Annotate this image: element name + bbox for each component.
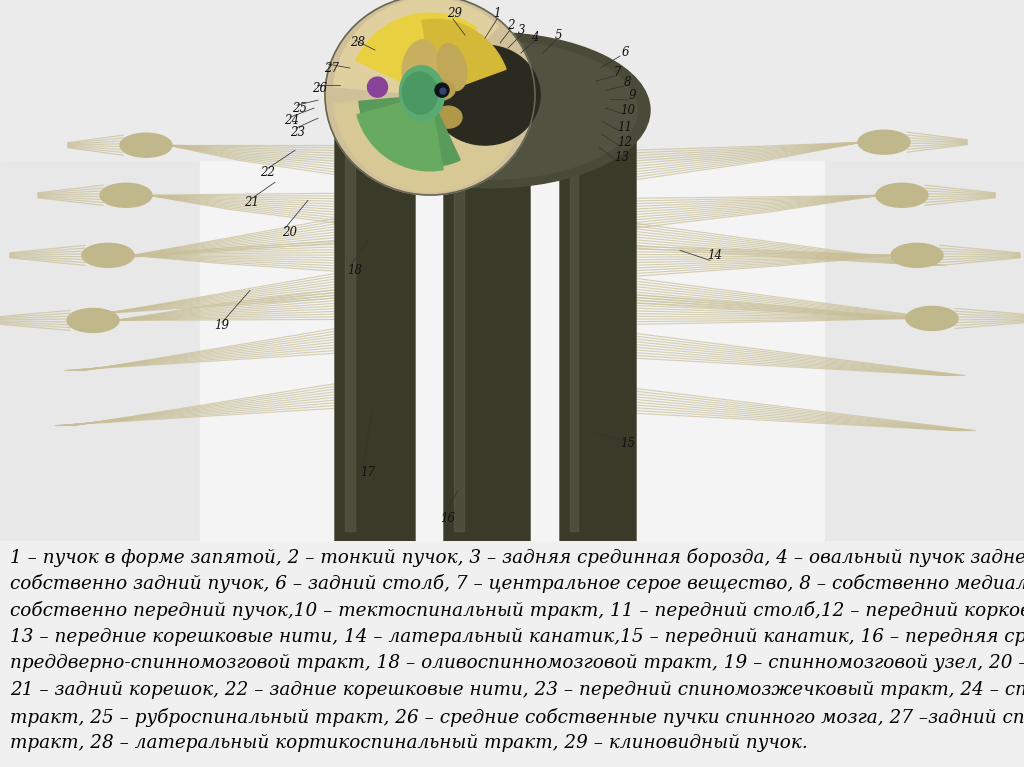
Text: 25: 25 xyxy=(293,102,307,114)
FancyBboxPatch shape xyxy=(444,96,530,545)
Text: 19: 19 xyxy=(214,319,229,332)
Text: 1 – пучок в форме запятой, 2 – тонкий пучок, 3 – задняя срединная борозда, 4 – о: 1 – пучок в форме запятой, 2 – тонкий пу… xyxy=(10,548,1024,567)
Text: 23: 23 xyxy=(291,126,305,139)
Text: 18: 18 xyxy=(347,264,362,277)
Ellipse shape xyxy=(891,243,943,268)
FancyBboxPatch shape xyxy=(560,116,636,545)
Text: 3: 3 xyxy=(518,24,525,37)
Text: 2: 2 xyxy=(507,18,515,31)
Text: 24: 24 xyxy=(285,114,299,127)
Bar xyxy=(454,100,464,531)
Ellipse shape xyxy=(876,183,928,207)
Text: 20: 20 xyxy=(283,225,298,239)
Text: собственно задний пучок, 6 – задний столб, 7 – центральное серое вещество, 8 – с: собственно задний пучок, 6 – задний стол… xyxy=(10,574,1024,593)
Text: 17: 17 xyxy=(360,466,376,479)
Text: 22: 22 xyxy=(260,166,275,179)
Bar xyxy=(200,0,824,541)
Wedge shape xyxy=(358,95,460,166)
Text: 29: 29 xyxy=(447,6,463,19)
Bar xyxy=(0,0,1024,160)
Circle shape xyxy=(368,77,387,97)
Text: 8: 8 xyxy=(625,76,632,89)
Ellipse shape xyxy=(402,40,438,94)
Text: 14: 14 xyxy=(708,249,723,262)
Text: 1: 1 xyxy=(494,6,501,19)
Ellipse shape xyxy=(100,183,152,207)
Text: 5: 5 xyxy=(554,28,562,41)
Ellipse shape xyxy=(434,106,462,128)
Text: собственно передний пучок,10 – тектоспинальный тракт, 11 – передний столб,12 – п: собственно передний пучок,10 – тектоспин… xyxy=(10,601,1024,620)
Ellipse shape xyxy=(437,44,467,91)
Ellipse shape xyxy=(430,45,540,145)
Bar xyxy=(345,130,355,531)
Ellipse shape xyxy=(399,66,444,120)
Ellipse shape xyxy=(342,41,638,179)
Wedge shape xyxy=(334,95,514,192)
Ellipse shape xyxy=(120,133,172,157)
Text: 10: 10 xyxy=(621,104,636,117)
Text: 27: 27 xyxy=(325,61,340,74)
Ellipse shape xyxy=(325,0,535,195)
Text: 13 – передние корешковые нити, 14 – латеральный канатик,15 – передний канатик, 1: 13 – передние корешковые нити, 14 – лате… xyxy=(10,627,1024,646)
Ellipse shape xyxy=(858,130,910,154)
Text: 4: 4 xyxy=(531,31,539,44)
Text: тракт, 28 – латеральный кортикоспинальный тракт, 29 – клиновидный пучок.: тракт, 28 – латеральный кортикоспинальны… xyxy=(10,735,808,752)
Ellipse shape xyxy=(396,106,434,134)
Wedge shape xyxy=(422,19,506,95)
Ellipse shape xyxy=(402,72,437,114)
FancyBboxPatch shape xyxy=(335,121,415,545)
Text: 7: 7 xyxy=(613,66,621,78)
Ellipse shape xyxy=(82,243,134,268)
Text: 28: 28 xyxy=(350,35,366,48)
Wedge shape xyxy=(357,95,443,171)
Wedge shape xyxy=(355,13,477,95)
Text: 12: 12 xyxy=(617,136,633,149)
Wedge shape xyxy=(334,0,499,95)
Ellipse shape xyxy=(330,32,650,188)
Bar xyxy=(570,120,578,531)
Text: 6: 6 xyxy=(622,45,629,58)
Text: 11: 11 xyxy=(617,120,633,133)
Ellipse shape xyxy=(67,308,119,332)
Text: преддверно-спинномозговой тракт, 18 – оливоспинномозговой тракт, 19 – спинномозг: преддверно-спинномозговой тракт, 18 – ол… xyxy=(10,654,1024,673)
Text: 26: 26 xyxy=(312,81,328,94)
Text: 21: 21 xyxy=(245,196,259,209)
Text: тракт, 25 – руброспинальный тракт, 26 – средние собственные пучки спинного мозга: тракт, 25 – руброспинальный тракт, 26 – … xyxy=(10,708,1024,726)
Text: 13: 13 xyxy=(614,150,630,163)
Text: 21 – задний корешок, 22 – задние корешковые нити, 23 – передний спиномозжечковый: 21 – задний корешок, 22 – задние корешко… xyxy=(10,681,1024,699)
Circle shape xyxy=(440,88,446,94)
Text: 9: 9 xyxy=(629,89,636,102)
Ellipse shape xyxy=(906,307,958,331)
Text: 16: 16 xyxy=(440,512,456,525)
Circle shape xyxy=(435,83,449,97)
Ellipse shape xyxy=(415,79,455,101)
Text: 15: 15 xyxy=(621,437,636,450)
